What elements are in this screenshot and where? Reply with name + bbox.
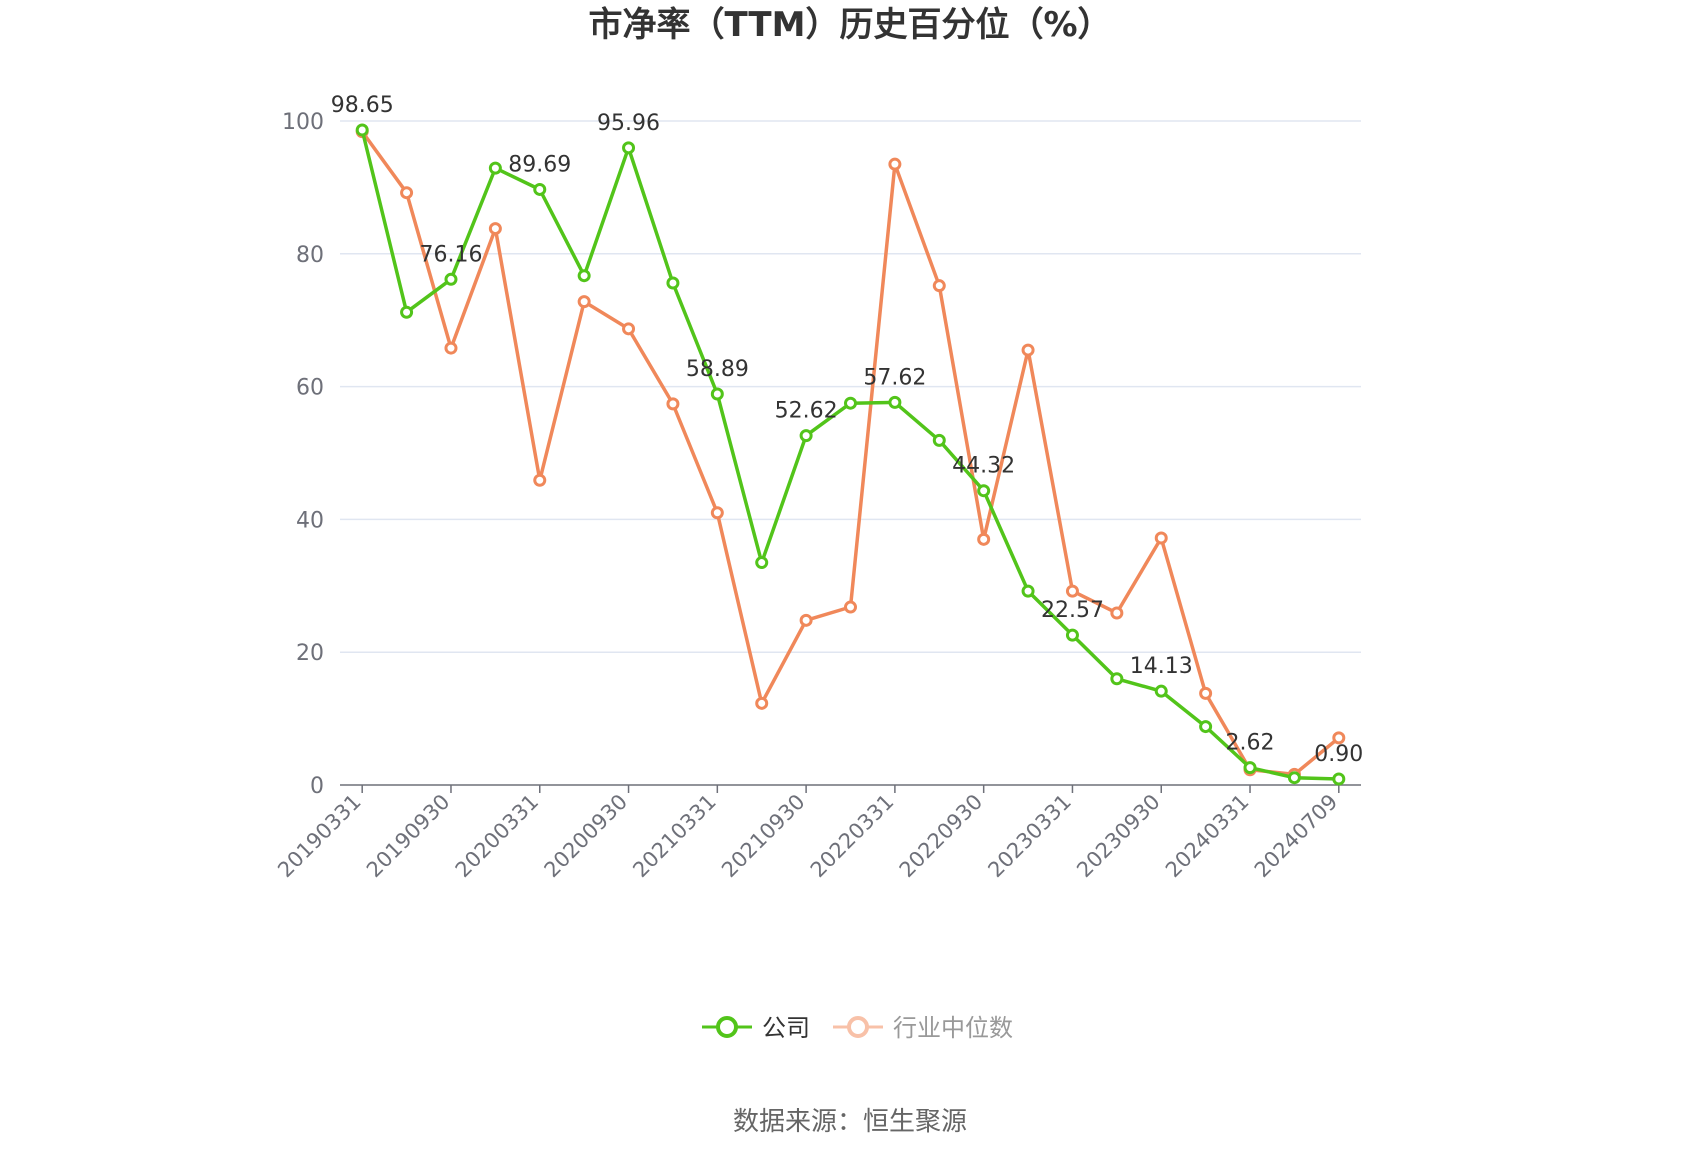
x-tick-label: 20220930 <box>895 790 988 883</box>
series-layer <box>355 123 1346 786</box>
company-point[interactable] <box>1287 771 1301 785</box>
y-tick-label: 80 <box>296 243 324 268</box>
data-label: 44.32 <box>952 454 1015 479</box>
industry-median-point[interactable] <box>1154 531 1168 545</box>
x-tick-label: 20190930 <box>362 790 455 883</box>
legend-company-label: 公司 <box>762 1014 810 1042</box>
company-point[interactable] <box>1199 720 1213 734</box>
company-point[interactable] <box>577 269 591 283</box>
data-label: 57.62 <box>863 365 926 390</box>
series-company <box>355 123 1346 786</box>
y-tick-label: 100 <box>282 110 324 135</box>
company-point[interactable] <box>666 276 680 290</box>
company-point[interactable] <box>488 161 502 175</box>
industry-median-point[interactable] <box>622 322 636 336</box>
company-point[interactable] <box>1021 584 1035 598</box>
company-point[interactable] <box>533 182 547 196</box>
grid-lines <box>340 120 1361 653</box>
industry-median-point[interactable] <box>1332 731 1346 745</box>
company-point[interactable] <box>1243 761 1257 775</box>
data-source: 数据来源：恒生聚源 <box>733 1107 967 1137</box>
x-tick-label: 20240331 <box>1161 790 1254 883</box>
y-tick-label: 40 <box>296 508 324 533</box>
industry-median-point[interactable] <box>577 295 591 309</box>
x-tick-label: 20210930 <box>717 790 810 883</box>
company-point[interactable] <box>932 433 946 447</box>
industry-median-point[interactable] <box>799 613 813 627</box>
industry-median-point[interactable] <box>666 397 680 411</box>
chart-title: 市净率（TTM）历史百分位（%） <box>588 5 1111 45</box>
company-point[interactable] <box>888 395 902 409</box>
x-tick-label: 20240709 <box>1250 790 1343 883</box>
industry-median-point[interactable] <box>1110 606 1124 620</box>
company-point[interactable] <box>710 387 724 401</box>
data-label: 14.13 <box>1130 654 1193 679</box>
industry-median-point[interactable] <box>400 186 414 200</box>
legend-industry-label: 行业中位数 <box>893 1014 1013 1042</box>
legend-industry-marker <box>847 1016 869 1038</box>
company-point[interactable] <box>755 556 769 570</box>
legend-item-company[interactable]: 公司 <box>702 1014 810 1042</box>
x-tick-label: 20200331 <box>451 790 544 883</box>
x-axis: 2019033120190930202003312020093020210331… <box>273 784 1361 883</box>
industry-median-point[interactable] <box>932 279 946 293</box>
company-point[interactable] <box>844 396 857 410</box>
company-point[interactable] <box>400 305 414 319</box>
data-label: 2.62 <box>1226 731 1275 756</box>
company-point[interactable] <box>1110 672 1124 686</box>
legend-company-marker <box>716 1016 738 1038</box>
x-tick-label: 20230331 <box>983 790 1076 883</box>
x-tick-label: 20220331 <box>806 790 899 883</box>
data-label: 58.89 <box>686 357 749 382</box>
industry-median-point[interactable] <box>844 600 857 614</box>
legend-item-industry-median[interactable]: 行业中位数 <box>833 1014 1013 1042</box>
industry-median-point[interactable] <box>977 532 991 546</box>
industry-median-point[interactable] <box>755 696 769 710</box>
series-industry-median <box>355 125 1346 781</box>
company-point[interactable] <box>1332 772 1346 786</box>
data-label: 89.69 <box>508 152 571 177</box>
data-label: 22.57 <box>1041 598 1104 623</box>
company-line <box>360 129 1339 781</box>
y-tick-label: 0 <box>310 774 324 799</box>
legend: 公司 行业中位数 <box>702 1014 1013 1042</box>
data-label: 95.96 <box>597 111 660 136</box>
x-tick-label: 20190331 <box>273 790 366 883</box>
company-point[interactable] <box>1154 684 1168 698</box>
industry-median-point[interactable] <box>533 473 547 487</box>
data-label: 76.16 <box>419 242 482 267</box>
company-point[interactable] <box>355 123 369 137</box>
data-label: 0.90 <box>1314 742 1363 767</box>
industry-median-point[interactable] <box>1065 584 1079 598</box>
y-tick-label: 20 <box>296 641 324 666</box>
x-tick-label: 20210331 <box>628 790 721 883</box>
data-labels: 98.65 76.16 89.69 95.96 58.89 52.62 57.62 44.32… <box>331 93 1364 767</box>
industry-median-point[interactable] <box>488 222 502 236</box>
y-axis: 0 20 40 60 80 100 <box>282 110 324 799</box>
industry-median-point[interactable] <box>888 157 902 171</box>
company-point[interactable] <box>799 429 813 443</box>
y-tick-label: 60 <box>296 376 324 401</box>
data-label: 98.65 <box>331 93 394 118</box>
industry-median-point[interactable] <box>1021 343 1035 357</box>
industry-median-point[interactable] <box>444 341 458 355</box>
company-point[interactable] <box>622 141 636 155</box>
x-tick-label: 20230930 <box>1072 790 1165 883</box>
data-label: 52.62 <box>775 399 838 424</box>
company-point[interactable] <box>444 272 458 286</box>
industry-median-point[interactable] <box>1199 686 1213 700</box>
company-point[interactable] <box>977 484 991 498</box>
x-tick-label: 20200930 <box>540 790 633 883</box>
industry-median-point[interactable] <box>710 506 724 520</box>
company-point[interactable] <box>1065 628 1079 642</box>
